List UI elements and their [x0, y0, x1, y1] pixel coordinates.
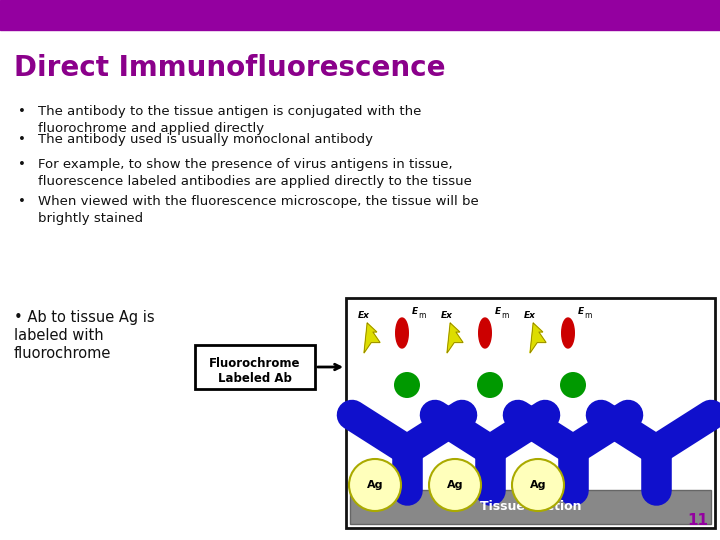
- Text: •: •: [18, 158, 26, 171]
- Text: E: E: [578, 307, 584, 316]
- Text: The antibody to the tissue antigen is conjugated with the: The antibody to the tissue antigen is co…: [38, 105, 421, 118]
- Text: Ag: Ag: [446, 480, 463, 490]
- Text: Ex: Ex: [524, 311, 536, 320]
- Text: Tissue Section: Tissue Section: [480, 501, 581, 514]
- Text: labeled with: labeled with: [14, 328, 104, 343]
- Text: •: •: [18, 195, 26, 208]
- Text: Direct Immunofluorescence: Direct Immunofluorescence: [14, 54, 446, 82]
- Bar: [350, 490, 711, 524]
- Text: m: m: [418, 311, 426, 320]
- Text: 11: 11: [687, 513, 708, 528]
- Text: Fluorochrome: Fluorochrome: [210, 357, 301, 370]
- Text: When viewed with the fluorescence microscope, the tissue will be: When viewed with the fluorescence micros…: [38, 195, 479, 208]
- Bar: [346, 298, 715, 528]
- Bar: [0, 0, 720, 30]
- Text: brightly stained: brightly stained: [38, 212, 143, 225]
- Polygon shape: [530, 323, 546, 353]
- Text: Ag: Ag: [530, 480, 546, 490]
- Text: m: m: [501, 311, 508, 320]
- Polygon shape: [364, 323, 380, 353]
- Text: The antibody used is usually monoclonal antibody: The antibody used is usually monoclonal …: [38, 133, 373, 146]
- Text: Labeled Ab: Labeled Ab: [218, 372, 292, 385]
- Polygon shape: [396, 318, 408, 348]
- Text: m: m: [584, 311, 591, 320]
- Text: Ex: Ex: [358, 311, 370, 320]
- Circle shape: [349, 459, 401, 511]
- Circle shape: [560, 372, 586, 398]
- Text: E: E: [495, 307, 501, 316]
- Circle shape: [512, 459, 564, 511]
- Circle shape: [394, 372, 420, 398]
- Text: Ex: Ex: [441, 311, 453, 320]
- Circle shape: [477, 372, 503, 398]
- Text: •: •: [18, 133, 26, 146]
- Text: •: •: [18, 105, 26, 118]
- Text: fluorochrome and applied directly: fluorochrome and applied directly: [38, 122, 264, 135]
- Text: fluorochrome: fluorochrome: [14, 346, 112, 361]
- Text: E: E: [412, 307, 418, 316]
- Text: • Ab to tissue Ag is: • Ab to tissue Ag is: [14, 310, 155, 325]
- Text: Ag: Ag: [366, 480, 383, 490]
- Polygon shape: [447, 323, 463, 353]
- Bar: [195, 345, 315, 389]
- Polygon shape: [562, 318, 575, 348]
- Circle shape: [429, 459, 481, 511]
- Text: For example, to show the presence of virus antigens in tissue,: For example, to show the presence of vir…: [38, 158, 453, 171]
- Polygon shape: [479, 318, 491, 348]
- Text: fluorescence labeled antibodies are applied directly to the tissue: fluorescence labeled antibodies are appl…: [38, 175, 472, 188]
